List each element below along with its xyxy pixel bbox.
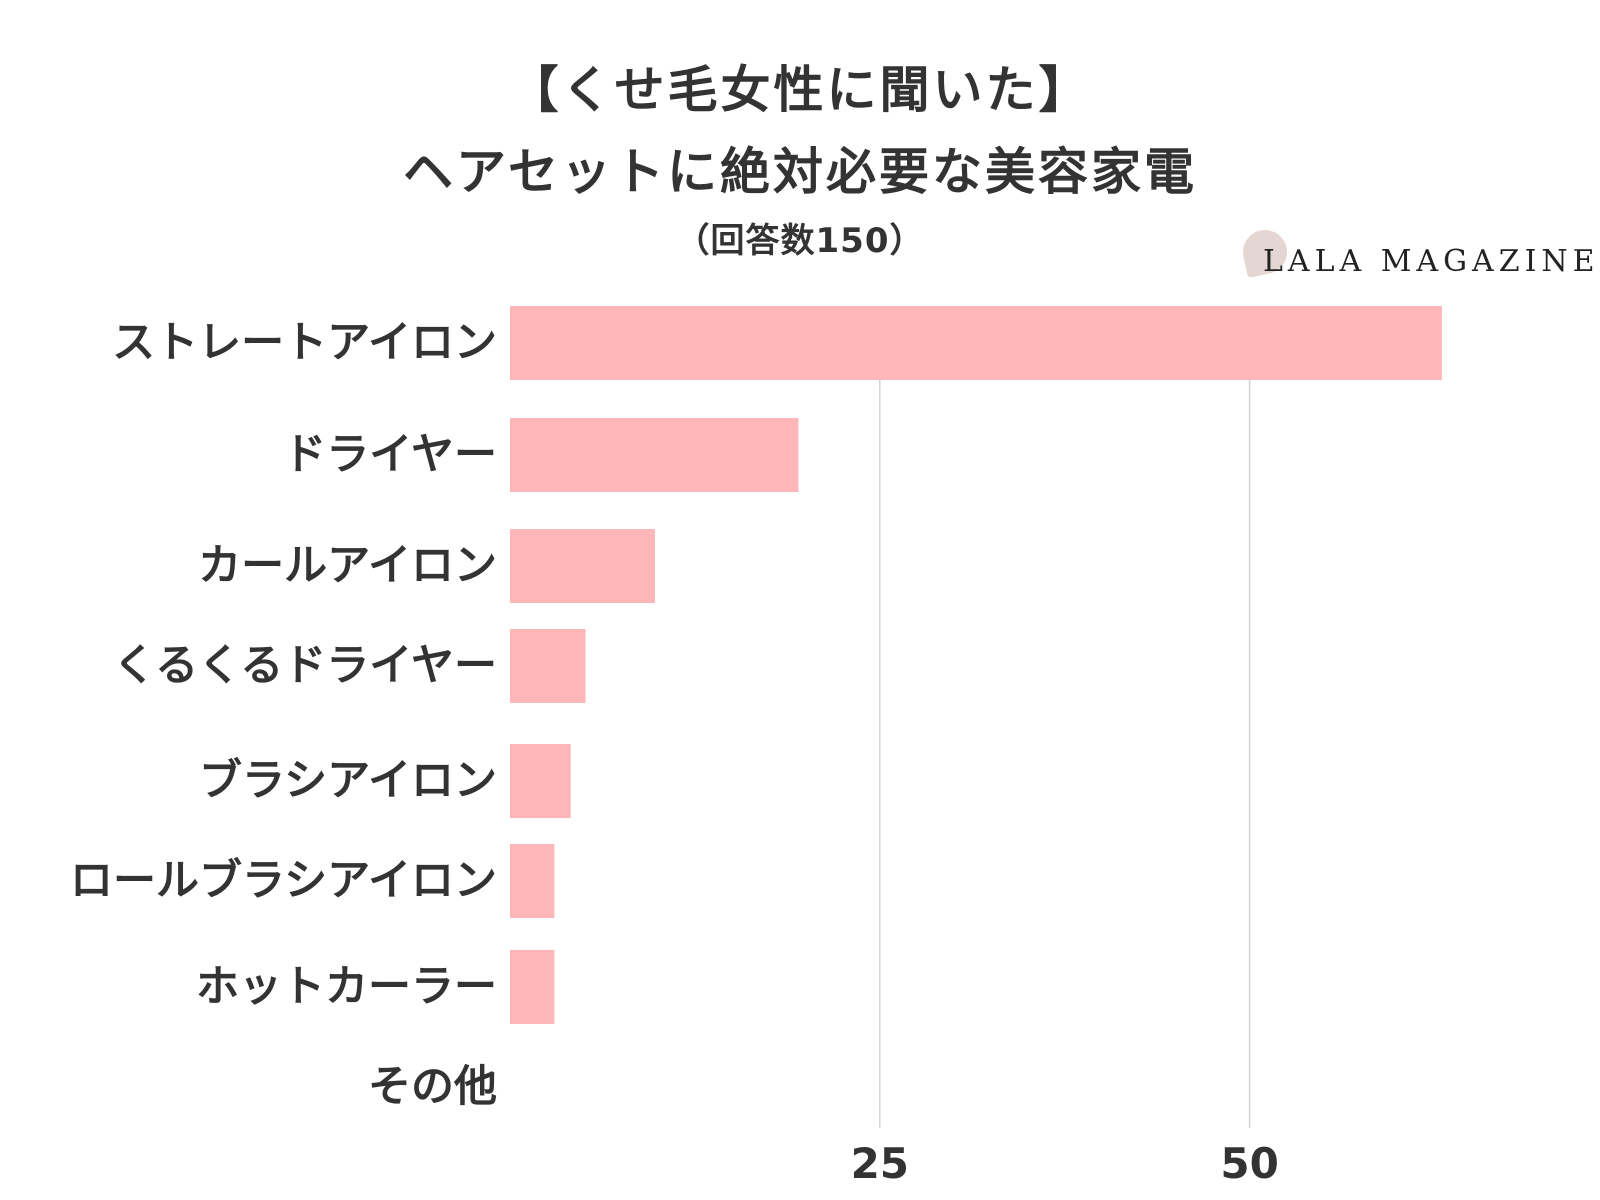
bar-0 <box>510 306 1442 380</box>
category-label-4: ブラシアイロン <box>199 756 497 806</box>
chart-subtitle: （回答数150） <box>675 221 925 261</box>
bar-1 <box>510 418 799 492</box>
brand-logo: LALA MAGAZINE <box>1238 225 1595 290</box>
category-label-3: くるくるドライヤー <box>113 641 497 691</box>
category-label-2: カールアイロン <box>198 541 497 591</box>
category-label-6: ホットカーラー <box>196 962 497 1012</box>
chart-title-line1: 【くせ毛女性に聞いた】 <box>508 61 1092 119</box>
x-tick-labels: 25 50 <box>851 1139 1279 1188</box>
bar-6 <box>510 950 555 1024</box>
bar-2 <box>510 529 655 603</box>
category-labels: ストレートアイロンドライヤーカールアイロンくるくるドライヤーブラシアイロンロール… <box>70 318 497 1112</box>
chart-title-line2: ヘアセットに絶対必要な美容家電 <box>403 143 1197 201</box>
bar-3 <box>510 629 586 703</box>
category-label-5: ロールブラシアイロン <box>70 856 497 906</box>
x-tick-label-50: 50 <box>1220 1139 1278 1188</box>
category-label-7: その他 <box>368 1062 497 1112</box>
bars <box>510 306 1442 1024</box>
grid-lines <box>879 380 1251 1128</box>
category-label-1: ドライヤー <box>283 430 497 480</box>
category-label-0: ストレートアイロン <box>112 318 497 368</box>
bar-4 <box>510 744 571 818</box>
brand-name: LALA MAGAZINE <box>1263 244 1600 279</box>
bar-5 <box>510 844 555 918</box>
x-tick-label-25: 25 <box>851 1139 909 1188</box>
